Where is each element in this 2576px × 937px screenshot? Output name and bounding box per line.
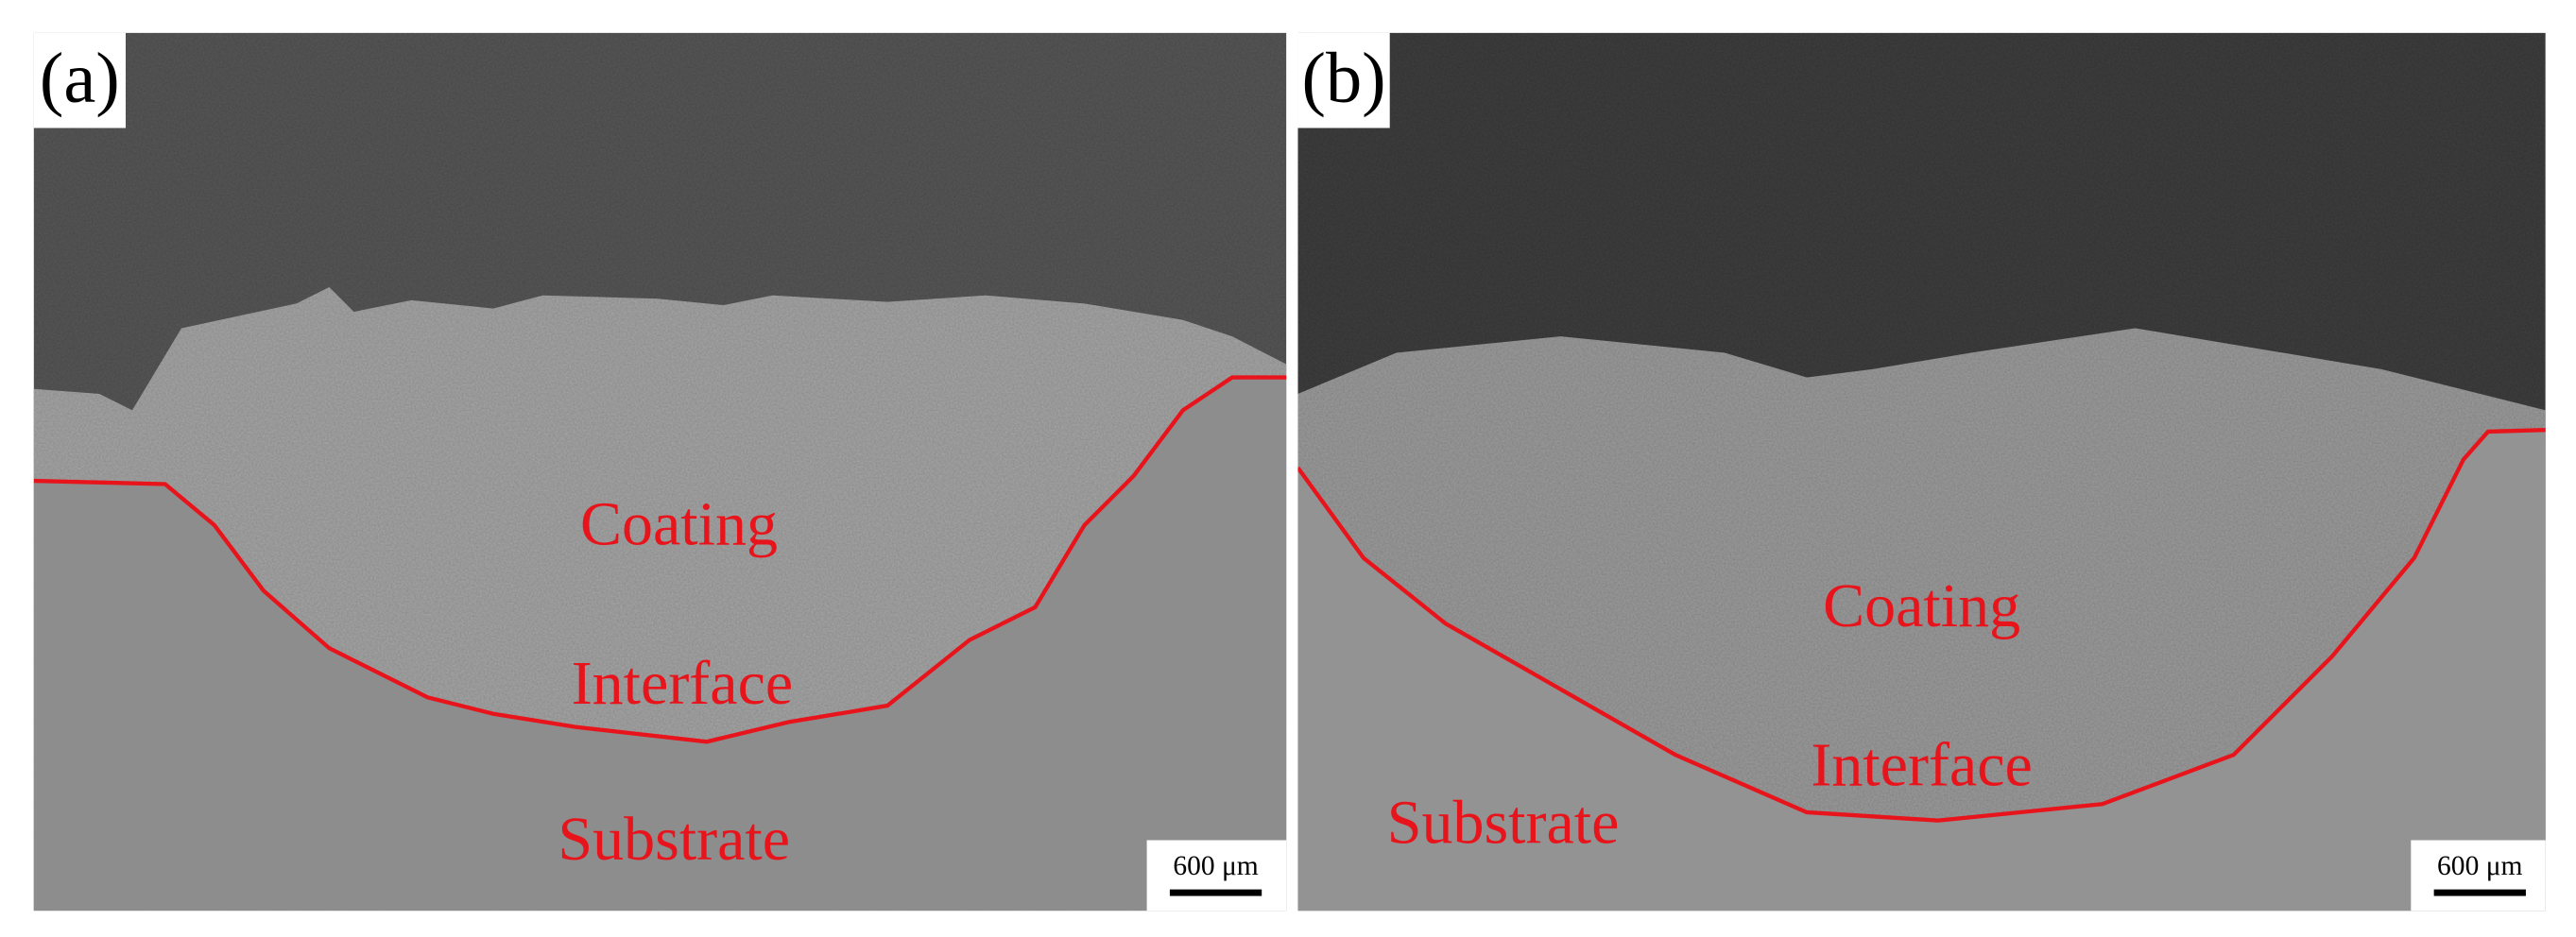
interface-line <box>33 375 1287 744</box>
scale-bar <box>1169 889 1262 896</box>
panel-label-box <box>1297 32 1390 128</box>
interface-line <box>1297 428 2546 823</box>
scale-bar-text: 600 μm <box>2437 851 2522 881</box>
micrograph-a <box>33 32 1287 911</box>
panel-label-box <box>33 32 126 128</box>
scale-bar <box>2433 889 2526 896</box>
coating-label: Coating <box>580 489 778 558</box>
substrate-label: Substrate <box>558 805 790 874</box>
interface-label: Interface <box>572 649 793 718</box>
scale-bar-box <box>2411 840 2546 911</box>
scale-bar-box <box>1146 840 1287 911</box>
scale-bar-text: 600 μm <box>1173 851 1258 881</box>
interface-label: Interface <box>1811 731 2032 800</box>
substrate-label: Substrate <box>1387 788 1620 857</box>
coating-label: Coating <box>1823 571 2020 640</box>
panel-label: (b) <box>1301 38 1385 118</box>
panel-label: (a) <box>40 38 120 118</box>
micrograph-b <box>1297 32 2546 911</box>
